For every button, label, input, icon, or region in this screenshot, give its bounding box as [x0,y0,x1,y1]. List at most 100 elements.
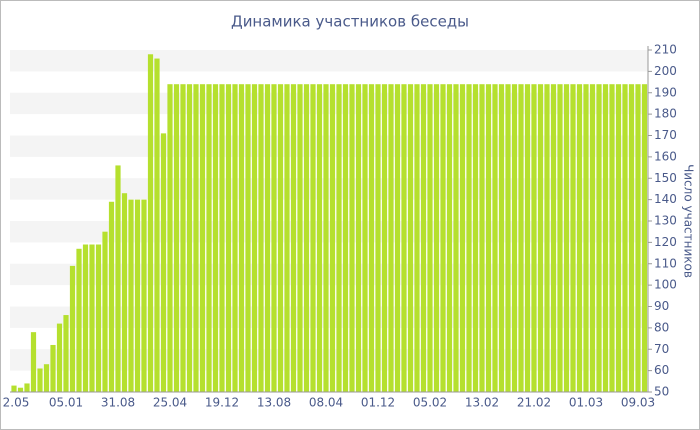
bar [251,84,258,392]
y-axis-label: Число участников [682,164,696,278]
bar [284,84,290,392]
x-tick-label: 25.04 [153,396,187,410]
bar [238,84,245,392]
bar [602,84,609,392]
x-tick-label: 19.12 [205,396,239,410]
y-tick-label: 90 [654,299,669,313]
bar [147,54,154,393]
bar [531,84,537,392]
bar [128,199,134,392]
y-tick-label: 200 [654,64,677,78]
bar [635,84,641,392]
bar [537,84,544,392]
bar [89,244,95,392]
bar [596,84,602,392]
y-tick-label: 140 [654,192,677,206]
bar [446,84,453,392]
bar [414,84,420,392]
bar [43,364,50,392]
bar [17,387,24,392]
bar [271,84,277,392]
bar [641,84,648,392]
bar [56,323,63,392]
bar [368,84,375,392]
bar [342,84,349,392]
x-tick-label: 21.02 [517,396,551,410]
bar [121,193,128,392]
bar [355,84,362,392]
x-tick-label: 08.04 [309,396,343,410]
bar [264,84,271,392]
bar [206,84,212,392]
bar [115,165,121,392]
bar [615,84,622,392]
bar [154,58,160,393]
bar [427,84,433,392]
y-tick-label: 80 [654,320,669,334]
bar [297,84,303,392]
bar [225,84,232,392]
y-tick-label: 160 [654,149,677,163]
bar [323,84,329,392]
bar [479,84,485,392]
bar [212,84,219,392]
x-tick-label: 01.03 [569,396,603,410]
bar [134,199,141,392]
bar [498,84,505,392]
bar [69,265,76,392]
bar [485,84,492,392]
y-tick-label: 70 [654,342,669,356]
bar [82,244,89,392]
bar [583,84,589,392]
bar [50,344,56,392]
bar [199,84,206,392]
bar [258,84,264,392]
bar [102,231,108,392]
bar [550,84,557,392]
x-tick-label: 13.08 [257,396,291,410]
bar [303,84,310,392]
bar [381,84,388,392]
bar [316,84,323,392]
bar [63,315,69,392]
bar [628,84,635,392]
bar [362,84,368,392]
bar [505,84,511,392]
bar [472,84,479,392]
y-tick-label: 190 [654,85,677,99]
bar [466,84,472,392]
bar [219,84,225,392]
x-tick-label: 09.03 [621,396,655,410]
y-tick-label: 150 [654,171,677,185]
bar [30,332,37,392]
x-tick-label: 31.08 [101,396,135,410]
x-tick-label: 2.05 [3,396,30,410]
bar [329,84,336,392]
y-tick-label: 120 [654,235,677,249]
bar [401,84,407,392]
bar [375,84,381,392]
y-tick-label: 60 [654,363,669,377]
bar [232,84,238,392]
y-tick-label: 130 [654,214,677,228]
bar [518,84,524,392]
bar [453,84,459,392]
bar [576,84,583,392]
y-tick-label: 170 [654,128,677,142]
bar [420,84,427,392]
x-tick-label: 01.12 [361,396,395,410]
bar [167,84,173,392]
bar [336,84,342,392]
bar [524,84,531,392]
y-tick-label: 180 [654,107,677,121]
bar [388,84,394,392]
x-tick-label: 13.02 [465,396,499,410]
bar [563,84,570,392]
y-tick-label: 210 [654,43,677,57]
y-tick-label: 100 [654,278,677,292]
grid-band [10,50,648,72]
bar [492,84,498,392]
bar [407,84,414,392]
bar [186,84,193,392]
bar [24,383,30,392]
